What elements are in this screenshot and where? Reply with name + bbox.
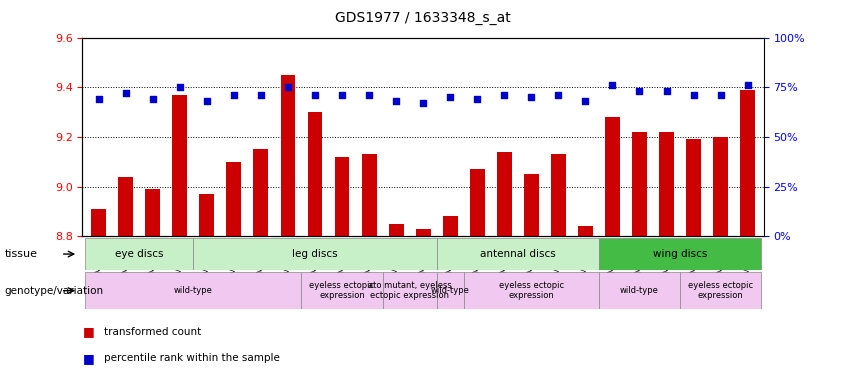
Point [254, 92, 268, 98]
Point [660, 88, 674, 94]
Point [173, 84, 187, 90]
Point [92, 96, 106, 102]
Bar [416, 229, 431, 236]
Bar [362, 154, 377, 236]
Bar [443, 216, 457, 236]
Text: wild-type: wild-type [431, 286, 470, 295]
Text: ■: ■ [82, 326, 95, 338]
Bar [496, 152, 512, 236]
Bar [227, 162, 241, 236]
Bar [464, 272, 599, 309]
Text: eyeless ectopic
expression: eyeless ectopic expression [688, 281, 753, 300]
Text: ■: ■ [82, 352, 95, 364]
Point [389, 98, 403, 104]
Point [308, 92, 322, 98]
Point [335, 92, 349, 98]
Bar [632, 132, 647, 236]
Text: ato mutant, eyeless
ectopic expression: ato mutant, eyeless ectopic expression [368, 281, 451, 300]
Bar [253, 149, 268, 236]
Text: eye discs: eye discs [115, 249, 163, 259]
Point [362, 92, 376, 98]
Bar [301, 272, 383, 309]
Bar [599, 238, 761, 270]
Text: wild-type: wild-type [174, 286, 213, 295]
Bar [605, 117, 620, 236]
Text: wild-type: wild-type [620, 286, 659, 295]
Bar [659, 132, 674, 236]
Bar [91, 209, 106, 236]
Bar [200, 194, 214, 236]
Bar [334, 157, 350, 236]
Bar [307, 112, 322, 236]
Bar [470, 169, 484, 236]
Point [740, 82, 754, 88]
Point [146, 96, 160, 102]
Point [687, 92, 700, 98]
Point [470, 96, 484, 102]
Bar [599, 272, 680, 309]
Bar [194, 238, 437, 270]
Bar [383, 272, 437, 309]
Bar [437, 238, 599, 270]
Text: GDS1977 / 1633348_s_at: GDS1977 / 1633348_s_at [335, 11, 511, 25]
Point [227, 92, 240, 98]
Point [524, 94, 538, 100]
Bar [389, 224, 404, 236]
Text: antennal discs: antennal discs [480, 249, 556, 259]
Text: tissue: tissue [4, 249, 37, 259]
Point [119, 90, 133, 96]
Bar [280, 75, 295, 236]
Text: genotype/variation: genotype/variation [4, 286, 103, 296]
Point [417, 100, 431, 106]
Bar [524, 174, 539, 236]
Point [606, 82, 620, 88]
Text: percentile rank within the sample: percentile rank within the sample [104, 353, 280, 363]
Point [551, 92, 565, 98]
Point [200, 98, 214, 104]
Point [497, 92, 511, 98]
Bar [740, 90, 755, 236]
Text: eyeless ectopic
expression: eyeless ectopic expression [310, 281, 375, 300]
Bar [686, 140, 701, 236]
Bar [173, 94, 187, 236]
Bar [578, 226, 593, 236]
Point [633, 88, 647, 94]
Text: wing discs: wing discs [653, 249, 707, 259]
Bar [85, 272, 301, 309]
Bar [680, 272, 761, 309]
Text: eyeless ectopic
expression: eyeless ectopic expression [499, 281, 564, 300]
Bar [118, 177, 133, 236]
Point [281, 84, 295, 90]
Point [713, 92, 727, 98]
Bar [145, 189, 161, 236]
Text: transformed count: transformed count [104, 327, 201, 337]
Point [578, 98, 592, 104]
Bar [437, 272, 464, 309]
Bar [551, 154, 566, 236]
Point [444, 94, 457, 100]
Bar [85, 238, 194, 270]
Bar [713, 137, 728, 236]
Text: leg discs: leg discs [293, 249, 338, 259]
